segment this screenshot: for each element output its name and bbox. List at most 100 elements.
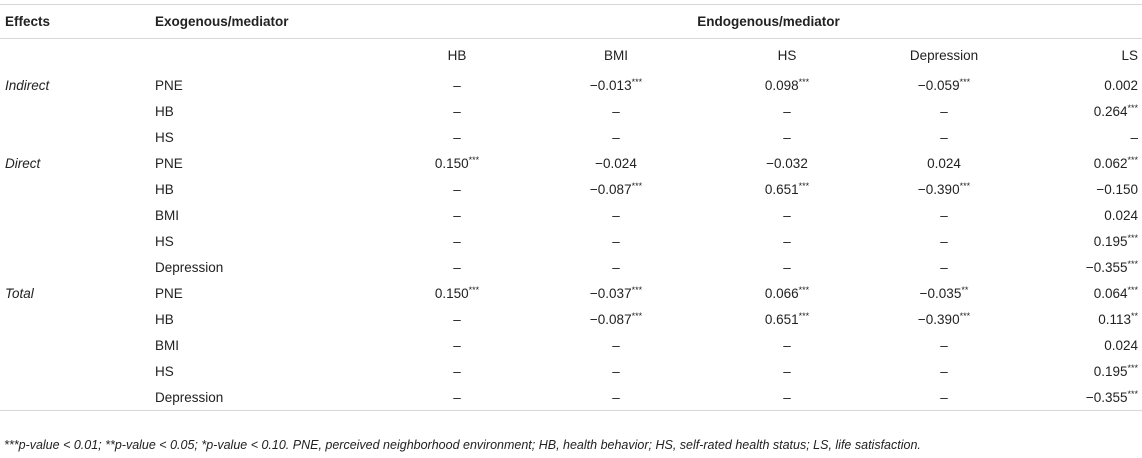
coefficient-value: −0.024 [595,155,637,171]
exogenous-variable-cell: HB [155,181,174,197]
value-cell: 0.098*** [713,72,861,98]
coefficient-value: 0.002 [1104,77,1138,93]
effect-type-cell [0,202,155,228]
table-row: HS – – – – 0.195*** [0,358,1142,384]
coefficient-value: 0.150 [434,155,469,171]
value-cell: – [395,72,519,98]
table-row: HB – – – – 0.264*** [0,98,1142,124]
subheader-blank [155,39,395,73]
value-cell: – [395,332,519,358]
table-row: HB – −0.087*** 0.651*** −0.390*** −0.150 [0,176,1142,202]
coefficient-value: – [453,77,461,93]
significance-stars: *** [798,284,810,295]
value-cell: 0.064*** [1027,280,1142,306]
coefficient-value: – [612,363,620,379]
coefficient-value: 0.024 [1104,337,1138,353]
significance-stars: *** [959,180,971,191]
significance-stars: *** [631,310,643,321]
value-cell: −0.032 [713,150,861,176]
value-cell: – [713,332,861,358]
coefficient-value: – [940,363,948,379]
exogenous-variable-cell: Depression [155,384,395,411]
value-cell: −0.150 [1027,176,1142,202]
coefficient-value: – [783,337,791,353]
effect-type-cell [0,306,155,332]
column-header-hb: HB [447,48,467,63]
effect-type-cell [0,254,155,280]
coefficient-value: – [453,363,461,379]
effect-type-cell [0,332,155,358]
coefficient-value: −0.087 [589,181,632,197]
coefficient-value: – [940,233,948,249]
coefficient-value: – [612,207,620,223]
coefficient-value: 0.195 [1093,233,1128,249]
exogenous-variable-cell: HS [155,233,174,249]
value-cell: – [519,124,713,150]
value-cell: – [713,98,861,124]
coefficient-value: 0.098 [764,77,799,93]
value-cell: −0.024 [519,150,713,176]
table-row: Direct PNE 0.150*** −0.024 −0.032 0.024 0.062*… [0,150,1142,176]
value-cell: – [713,384,861,411]
column-header-hs: HS [777,48,797,63]
coefficient-value: 0.651 [764,311,799,327]
effect-type-cell [0,384,155,411]
coefficient-value: −0.390 [917,311,960,327]
coefficient-value: – [453,389,461,405]
value-cell: −0.390*** [861,176,1027,202]
exogenous-variable-cell: HS [155,129,174,145]
coefficient-value: 0.150 [434,285,469,301]
coefficient-value: – [783,389,791,405]
significance-stars: *** [798,76,810,87]
value-cell: – [519,98,713,124]
coefficient-value: – [940,259,948,275]
header-effects: Effects [0,4,155,39]
value-cell: – [395,202,519,228]
value-cell: 0.651*** [713,306,861,332]
value-cell: −0.037*** [519,280,713,306]
coefficient-value: 0.024 [927,155,961,171]
column-header-ls: LS [1121,48,1138,63]
coefficient-value: – [940,103,948,119]
value-cell: 0.264*** [1027,98,1142,124]
value-cell: −0.035** [861,280,1027,306]
value-cell: −0.390*** [861,306,1027,332]
exogenous-variable-cell: BMI [155,337,180,353]
exogenous-variable-cell: Depression [155,259,224,275]
value-cell: −0.355*** [1027,254,1142,280]
value-cell: – [713,358,861,384]
table-row: HB – −0.087*** 0.651*** −0.390*** 0.113** [0,306,1142,332]
value-cell: – [713,228,861,254]
coefficient-value: – [453,311,461,327]
column-header-bmi: BMI [603,48,628,63]
coefficient-value: −0.059 [917,77,960,93]
significance-stars: *** [1127,258,1138,269]
value-cell: – [861,228,1027,254]
value-cell: 0.024 [1027,202,1142,228]
value-cell: – [395,124,519,150]
value-cell: −0.087*** [519,176,713,202]
significance-stars: *** [1127,362,1138,373]
significance-stars: *** [798,180,810,191]
significance-stars: *** [1127,102,1138,113]
significance-stars: ** [1130,310,1138,321]
coefficient-value: 0.064 [1093,285,1128,301]
coefficient-value: −0.037 [589,285,632,301]
table-row: Total PNE 0.150*** −0.037*** 0.066*** −0.035*… [0,280,1142,306]
coefficient-value: −0.390 [917,181,960,197]
value-cell: 0.150*** [395,280,519,306]
value-cell: −0.087*** [519,306,713,332]
significance-stars: *** [468,284,480,295]
value-cell: 0.024 [1027,332,1142,358]
coefficient-value: – [1130,129,1138,145]
value-cell: – [861,202,1027,228]
coefficient-value: – [783,129,791,145]
effect-type-cell [0,124,155,150]
significance-stars: *** [1127,154,1138,165]
value-cell: – [395,254,519,280]
table-body: Indirect PNE – −0.013*** 0.098*** −0.059*** 0.… [0,72,1142,411]
subheader-blank [0,39,155,73]
coefficient-value: −0.150 [1096,181,1138,197]
value-cell: – [395,384,519,411]
significance-stars: *** [1127,284,1138,295]
